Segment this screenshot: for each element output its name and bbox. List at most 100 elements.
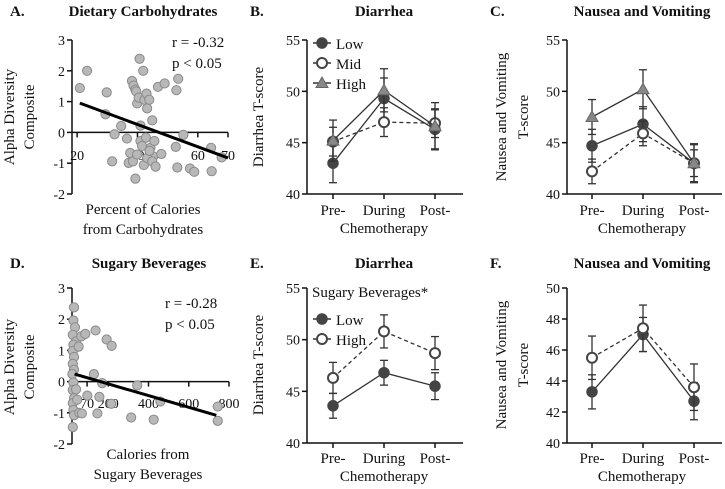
y-tick-label: -1 bbox=[53, 157, 65, 172]
data-point bbox=[149, 135, 160, 147]
y-tick-label: -2 bbox=[53, 188, 65, 203]
series-high bbox=[326, 68, 442, 162]
y-axis-label: Composite bbox=[22, 84, 38, 149]
legend-title: Sugary Beverages* bbox=[312, 285, 428, 301]
data-point bbox=[206, 166, 217, 177]
data-marker bbox=[429, 347, 441, 360]
x-category-label: During bbox=[622, 203, 665, 219]
y-tick-label: 50 bbox=[286, 334, 300, 349]
x-tick-label: 60 bbox=[191, 149, 205, 164]
x-category-label: Pre- bbox=[580, 203, 605, 219]
data-marker bbox=[586, 386, 598, 398]
x-category-label: Post- bbox=[420, 451, 451, 467]
y-tick-label: 45 bbox=[546, 137, 560, 152]
x-category-label: During bbox=[363, 451, 406, 467]
legend-marker bbox=[315, 75, 329, 88]
y-axis-label: Diarrhea T-score bbox=[251, 314, 267, 415]
data-marker bbox=[688, 381, 700, 394]
data-point bbox=[109, 129, 120, 140]
panel-letter: F. bbox=[490, 256, 502, 272]
x-axis-label: Chemotherapy bbox=[340, 469, 429, 485]
data-point bbox=[156, 148, 167, 160]
y-tick-label: 2 bbox=[58, 65, 65, 80]
data-point bbox=[107, 156, 118, 167]
y-tick-label: 1 bbox=[58, 344, 65, 359]
data-marker bbox=[585, 109, 599, 122]
legend-label: High bbox=[336, 333, 367, 349]
panel-f: F. Nausea and Vomiting 40 42 44 46 48 50 Nausea … bbox=[490, 256, 722, 485]
data-point bbox=[70, 384, 82, 395]
legend-label: High bbox=[336, 77, 367, 93]
data-point bbox=[159, 78, 170, 89]
x-category-label: Pre- bbox=[321, 203, 346, 219]
panel-letter: B. bbox=[250, 4, 264, 20]
y-tick-label: 3 bbox=[58, 282, 65, 297]
data-point bbox=[144, 94, 155, 105]
data-marker bbox=[378, 325, 390, 338]
data-point bbox=[76, 408, 87, 419]
data-point bbox=[72, 394, 83, 405]
x-category-label: During bbox=[363, 203, 406, 219]
panel-b: B. Diarrhea 40 45 50 55 Diarrhea T-score Chemot… bbox=[250, 4, 463, 237]
x-axis-label: from Carbohydrates bbox=[83, 222, 204, 238]
series-high bbox=[585, 69, 701, 184]
data-point bbox=[130, 173, 141, 184]
data-point bbox=[94, 391, 105, 402]
y-tick-label: 55 bbox=[286, 282, 300, 297]
panel-title: Nausea and Vomiting bbox=[574, 256, 711, 272]
data-point bbox=[101, 87, 112, 98]
panel-title: Sugary Beverages bbox=[92, 256, 207, 272]
data-point bbox=[132, 380, 143, 391]
y-tick-label: -2 bbox=[53, 438, 65, 453]
x-axis-label: Percent of Calories bbox=[86, 202, 201, 218]
y-axis-label: Nausea and Vomiting bbox=[494, 300, 510, 429]
data-point bbox=[170, 141, 181, 152]
y-tick-label: 0 bbox=[58, 126, 65, 141]
y-tick-label: 46 bbox=[546, 344, 560, 359]
series-high bbox=[327, 314, 441, 395]
legend-marker bbox=[316, 333, 328, 345]
x-axis-label: Calories from bbox=[107, 447, 190, 463]
data-marker bbox=[637, 322, 649, 335]
stat-annotation: p < 0.05 bbox=[172, 56, 222, 72]
data-marker bbox=[586, 139, 598, 152]
legend-label: Mid bbox=[336, 57, 362, 73]
data-marker bbox=[378, 116, 390, 129]
data-point bbox=[106, 398, 117, 409]
data-point bbox=[73, 341, 84, 352]
data-point bbox=[92, 408, 103, 419]
data-marker bbox=[377, 83, 391, 96]
data-marker bbox=[636, 82, 650, 95]
regression-line bbox=[79, 101, 229, 160]
panel-c: C. Nausea and Vomiting 40 45 50 55 Nausea and … bbox=[490, 4, 722, 237]
data-point bbox=[80, 328, 91, 339]
x-axis-label: Sugary Beverages bbox=[94, 467, 203, 483]
data-marker bbox=[326, 133, 340, 146]
data-point bbox=[81, 65, 93, 76]
data-marker bbox=[429, 380, 441, 392]
y-axis-label: Composite bbox=[22, 334, 38, 399]
y-tick-label: -1 bbox=[53, 407, 65, 422]
panel-e: E. Diarrhea 40 45 50 55 Diarrhea T-score Chemot… bbox=[250, 256, 463, 485]
legend: Low Mid High bbox=[313, 37, 367, 93]
legend-label: Low bbox=[336, 313, 364, 329]
data-marker bbox=[586, 165, 598, 178]
y-tick-label: 48 bbox=[546, 313, 560, 328]
panel-title: Nausea and Vomiting bbox=[574, 4, 711, 20]
panel-letter: E. bbox=[250, 256, 264, 272]
x-tick-label: 20 bbox=[70, 149, 84, 164]
y-axis-label: Nausea and Vomiting bbox=[494, 52, 510, 181]
data-point bbox=[106, 340, 117, 351]
y-axis-label: Diarrhea T-score bbox=[251, 66, 267, 167]
y-tick-label: 50 bbox=[546, 282, 560, 297]
data-point bbox=[134, 53, 145, 64]
data-marker bbox=[327, 400, 339, 412]
y-tick-label: 45 bbox=[286, 385, 300, 400]
data-marker bbox=[428, 119, 442, 132]
x-category-label: Pre- bbox=[580, 451, 605, 467]
y-axis-label: T-score bbox=[516, 94, 532, 139]
panel-title: Diarrhea bbox=[355, 4, 414, 20]
regression-line bbox=[74, 372, 217, 417]
data-point bbox=[150, 161, 161, 172]
